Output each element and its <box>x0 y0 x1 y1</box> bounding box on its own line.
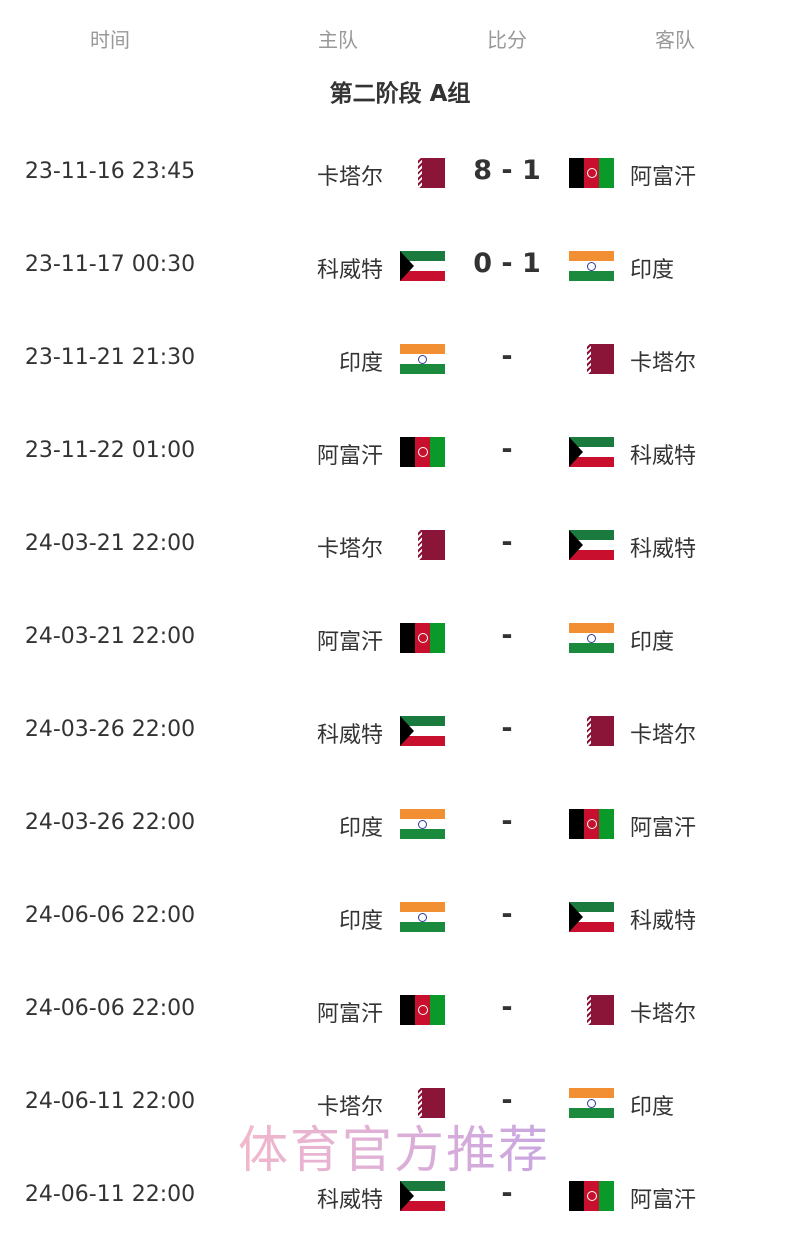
away-team: 阿富汗 <box>630 165 697 190</box>
match-time: 24-06-06 22:00 <box>24 903 196 928</box>
away-team: 卡塔尔 <box>630 351 697 376</box>
match-score: - <box>501 1178 513 1209</box>
match-score: - <box>501 713 513 744</box>
india-flag-icon <box>400 344 445 374</box>
match-time: 24-03-21 22:00 <box>24 624 196 649</box>
match-time: 24-06-11 22:00 <box>24 1089 196 1114</box>
home-team: 科威特 <box>316 1188 383 1213</box>
afghanistan-flag-icon <box>400 995 445 1025</box>
home-team: 阿富汗 <box>316 444 383 469</box>
home-team: 印度 <box>338 351 383 376</box>
india-flag-icon <box>569 623 614 653</box>
qatar-flag-icon <box>582 344 614 374</box>
india-flag-icon <box>569 251 614 281</box>
header-time: 时间 <box>90 28 130 52</box>
home-team: 印度 <box>338 909 383 934</box>
match-score: 0 - 1 <box>473 248 541 279</box>
away-team: 科威特 <box>630 444 697 469</box>
match-row[interactable]: 24-03-26 22:00 印度 - 阿富汗 <box>0 804 800 844</box>
match-time: 24-03-26 22:00 <box>24 810 196 835</box>
match-time: 23-11-17 00:30 <box>24 252 196 277</box>
home-team: 科威特 <box>316 723 383 748</box>
header-home: 主队 <box>318 28 358 52</box>
home-team: 科威特 <box>316 258 383 283</box>
afghanistan-flag-icon <box>569 1181 614 1211</box>
india-flag-icon <box>400 809 445 839</box>
afghanistan-flag-icon <box>400 437 445 467</box>
home-team: 卡塔尔 <box>316 165 383 190</box>
match-row[interactable]: 23-11-16 23:45 卡塔尔 8 - 1 阿富汗 <box>0 153 800 193</box>
match-time: 24-06-11 22:00 <box>24 1182 196 1207</box>
match-row[interactable]: 23-11-21 21:30 印度 - 卡塔尔 <box>0 339 800 379</box>
match-time: 23-11-16 23:45 <box>24 159 196 184</box>
match-row[interactable]: 24-06-11 22:00 科威特 - 阿富汗 <box>0 1176 800 1216</box>
header-score: 比分 <box>487 28 527 52</box>
match-row[interactable]: 24-03-26 22:00 科威特 - 卡塔尔 <box>0 711 800 751</box>
match-time: 23-11-22 01:00 <box>24 438 196 463</box>
afghanistan-flag-icon <box>400 623 445 653</box>
afghanistan-flag-icon <box>569 158 614 188</box>
home-team: 印度 <box>338 816 383 841</box>
match-row[interactable]: 24-03-21 22:00 阿富汗 - 印度 <box>0 618 800 658</box>
kuwait-flag-icon <box>569 437 614 467</box>
away-team: 印度 <box>630 258 675 283</box>
kuwait-flag-icon <box>569 530 614 560</box>
away-team: 卡塔尔 <box>630 1002 697 1027</box>
away-team: 科威特 <box>630 909 697 934</box>
match-time: 24-03-26 22:00 <box>24 717 196 742</box>
kuwait-flag-icon <box>400 1181 445 1211</box>
india-flag-icon <box>400 902 445 932</box>
away-team: 卡塔尔 <box>630 723 697 748</box>
qatar-flag-icon <box>582 995 614 1025</box>
kuwait-flag-icon <box>400 716 445 746</box>
match-time: 23-11-21 21:30 <box>24 345 196 370</box>
match-time: 24-03-21 22:00 <box>24 531 196 556</box>
match-score: - <box>501 1085 513 1116</box>
away-team: 科威特 <box>630 537 697 562</box>
match-score: - <box>501 899 513 930</box>
match-score: - <box>501 434 513 465</box>
header-away: 客队 <box>655 28 695 52</box>
match-score: - <box>501 527 513 558</box>
watermark: 体育官方推荐 <box>238 1121 550 1179</box>
qatar-flag-icon <box>413 1088 445 1118</box>
match-time: 24-06-06 22:00 <box>24 996 196 1021</box>
match-score: - <box>501 620 513 651</box>
match-row[interactable]: 24-06-06 22:00 印度 - 科威特 <box>0 897 800 937</box>
match-row[interactable]: 23-11-22 01:00 阿富汗 - 科威特 <box>0 432 800 472</box>
match-row[interactable]: 24-06-11 22:00 卡塔尔 - 印度 <box>0 1083 800 1123</box>
away-team: 阿富汗 <box>630 1188 697 1213</box>
india-flag-icon <box>569 1088 614 1118</box>
match-row[interactable]: 24-06-06 22:00 阿富汗 - 卡塔尔 <box>0 990 800 1030</box>
away-team: 印度 <box>630 1095 675 1120</box>
match-score: - <box>501 992 513 1023</box>
away-team: 阿富汗 <box>630 816 697 841</box>
home-team: 阿富汗 <box>316 1002 383 1027</box>
qatar-flag-icon <box>582 716 614 746</box>
qatar-flag-icon <box>413 530 445 560</box>
group-title: 第二阶段 A组 <box>329 81 471 107</box>
match-row[interactable]: 23-11-17 00:30 科威特 0 - 1 印度 <box>0 246 800 286</box>
kuwait-flag-icon <box>569 902 614 932</box>
afghanistan-flag-icon <box>569 809 614 839</box>
match-score: - <box>501 806 513 837</box>
match-score: - <box>501 341 513 372</box>
away-team: 印度 <box>630 630 675 655</box>
qatar-flag-icon <box>413 158 445 188</box>
home-team: 卡塔尔 <box>316 537 383 562</box>
match-row[interactable]: 24-03-21 22:00 卡塔尔 - 科威特 <box>0 525 800 565</box>
home-team: 阿富汗 <box>316 630 383 655</box>
home-team: 卡塔尔 <box>316 1095 383 1120</box>
kuwait-flag-icon <box>400 251 445 281</box>
match-score: 8 - 1 <box>473 155 541 186</box>
